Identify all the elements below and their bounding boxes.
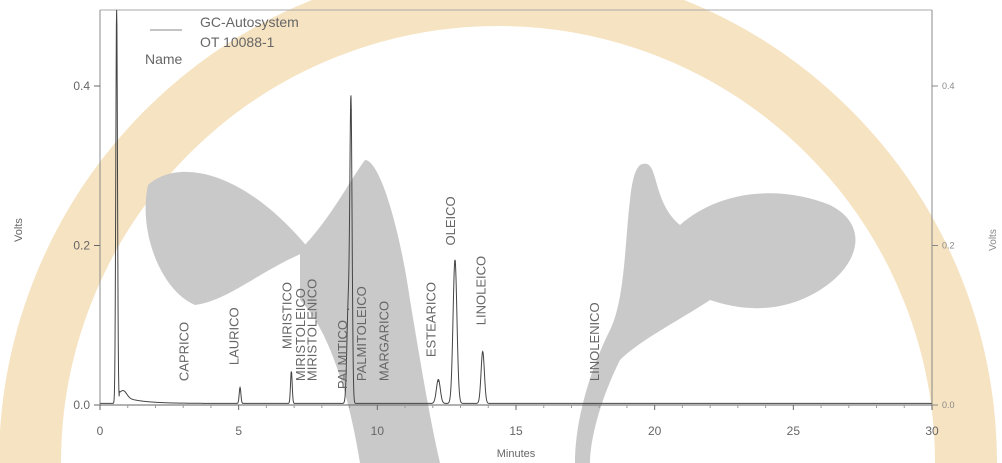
legend-sample: OT 10088-1 (200, 34, 275, 50)
watermark-cow (145, 160, 856, 463)
x-tick-label: 20 (648, 424, 662, 438)
peak-annotation: LINOLENICO (587, 302, 602, 381)
x-tick-label: 10 (371, 424, 385, 438)
y-tick-label-right: 0.4 (942, 81, 955, 91)
x-tick-label: 5 (235, 424, 242, 438)
peak-annotation: MIRISTOLEICO (293, 288, 308, 381)
y-axis-title-right: Volts (988, 229, 999, 251)
peak-annotation: CAPRICO (177, 322, 192, 381)
y-tick-label-left: 0.2 (73, 239, 90, 253)
legend-instrument: GC-Autosystem (200, 14, 299, 30)
peak-annotation: LINOLEICO (473, 256, 488, 325)
peak-annotation: MIRISTICO (279, 282, 294, 349)
y-axis-title-left: Volts (13, 218, 25, 242)
x-tick-label: 0 (97, 424, 104, 438)
x-axis-title: Minutes (497, 448, 536, 460)
peak-annotation: PALMITICO (335, 320, 350, 389)
peak-apex-point (347, 308, 350, 311)
peak-annotation: ESTEARICO (424, 282, 439, 357)
y-tick-label-left: 0.0 (73, 398, 90, 412)
peak-apex-point (454, 260, 456, 263)
x-tick-label: 30 (925, 424, 939, 438)
peak-annotation: MARGARICO (376, 301, 391, 381)
peak-annotation: PALMITOLEICO (354, 286, 369, 381)
plot-area: 0 5 10 15 20 25 30 0.0 0.2 0.4 0.0 0.2 0.4 Minutes Vol… (13, 9, 999, 460)
peak-apex-point (239, 388, 241, 390)
x-tick-label: 25 (787, 424, 801, 438)
y-tick-label-left: 0.4 (73, 79, 90, 93)
x-tick-label: 15 (509, 424, 523, 438)
peak-annotation: OLEICO (443, 196, 458, 245)
chromatogram-trace (100, 9, 932, 404)
y-tick-label-right: 0.2 (942, 241, 955, 251)
peak-annotation: LAURICO (227, 307, 242, 365)
legend-name-label: Name (145, 51, 183, 67)
peak-apex-point (481, 352, 484, 354)
peak-apex-point (437, 380, 440, 382)
peak-apex-point (350, 109, 352, 111)
peak-apex-point (290, 372, 293, 374)
peak-annotation: MIRISTOLENICO (304, 279, 319, 381)
y-tick-label-right: 0.0 (942, 400, 955, 410)
